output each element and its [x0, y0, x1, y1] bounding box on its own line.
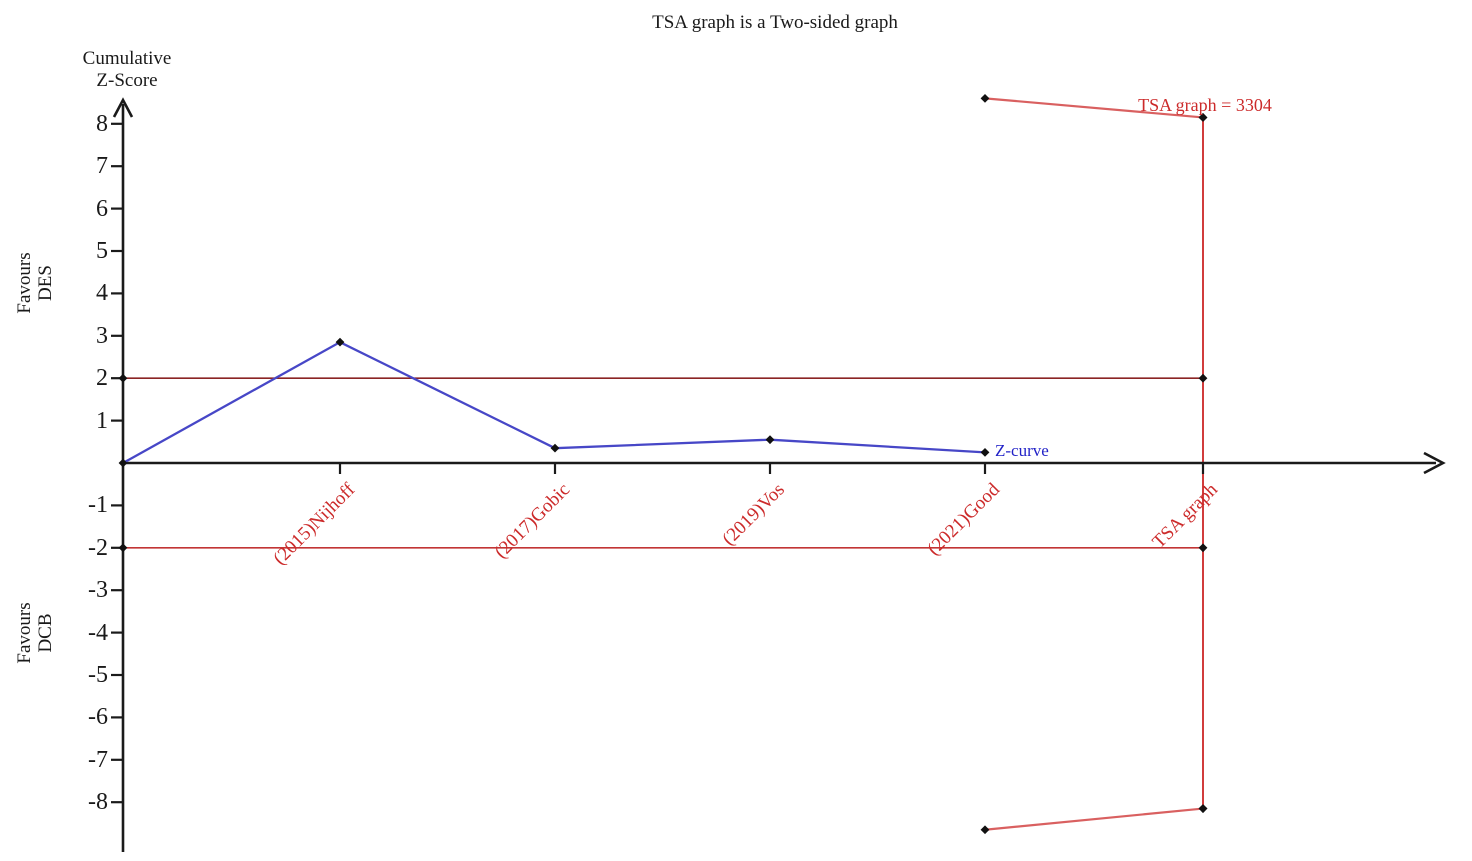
upper-monitoring-boundary [984, 97, 1204, 119]
y-tick-label--3: -3 [88, 577, 108, 604]
z-curve-legend-label: Z-curve [995, 441, 1049, 461]
z-curve-point-marker [335, 337, 345, 347]
y-tick-label-3: 3 [96, 322, 108, 349]
tsa-required-information-size-annotation: TSA graph = 3304 [1138, 95, 1272, 115]
y-tick-label-6: 6 [96, 195, 108, 222]
y-tick-label-5: 5 [96, 238, 108, 264]
z-curve-point-marker [550, 443, 560, 453]
y-tick-label--5: -5 [88, 662, 108, 688]
y-tick-label--1: -1 [88, 492, 108, 519]
lower-monitoring-boundary [984, 807, 1204, 831]
y-tick-label--8: -8 [88, 789, 108, 816]
y-axis-title: Cumulative Z-Score [47, 48, 207, 92]
tsa-line-marker [1198, 543, 1208, 553]
boundary-point-marker [980, 825, 990, 835]
tsa-line-marker [1198, 113, 1208, 122]
y-tick-label--4: -4 [88, 619, 108, 646]
significance-axis-marker [118, 373, 128, 383]
y-tick-label--2: -2 [88, 534, 108, 561]
chart-title: TSA graph is a Two-sided graph [652, 12, 898, 33]
z-curve-point-marker [118, 458, 128, 468]
significance-axis-marker [118, 543, 128, 553]
boundary-point-marker [980, 93, 990, 103]
y-tick-label-4: 4 [96, 280, 108, 307]
tsa-line-marker [1198, 373, 1208, 383]
y-tick-label--6: -6 [88, 704, 108, 731]
x-axis-arrowhead [1423, 451, 1446, 475]
y-tick-label-2: 2 [96, 365, 108, 392]
y-tick-label-8: 8 [96, 110, 108, 137]
y-tick-label--7: -7 [88, 746, 108, 773]
y-axis-title-line1: Cumulative [82, 48, 172, 69]
y-axis-arrowhead [112, 97, 134, 118]
y-tick-label-1: 1 [96, 407, 108, 434]
z-curve-point-marker [980, 448, 990, 457]
y-tick-label-7: 7 [96, 153, 108, 180]
y-axis-title-line2: Z-Score [96, 70, 158, 91]
z-curve-point-marker [765, 435, 775, 445]
tsa-line-marker [1198, 804, 1208, 813]
